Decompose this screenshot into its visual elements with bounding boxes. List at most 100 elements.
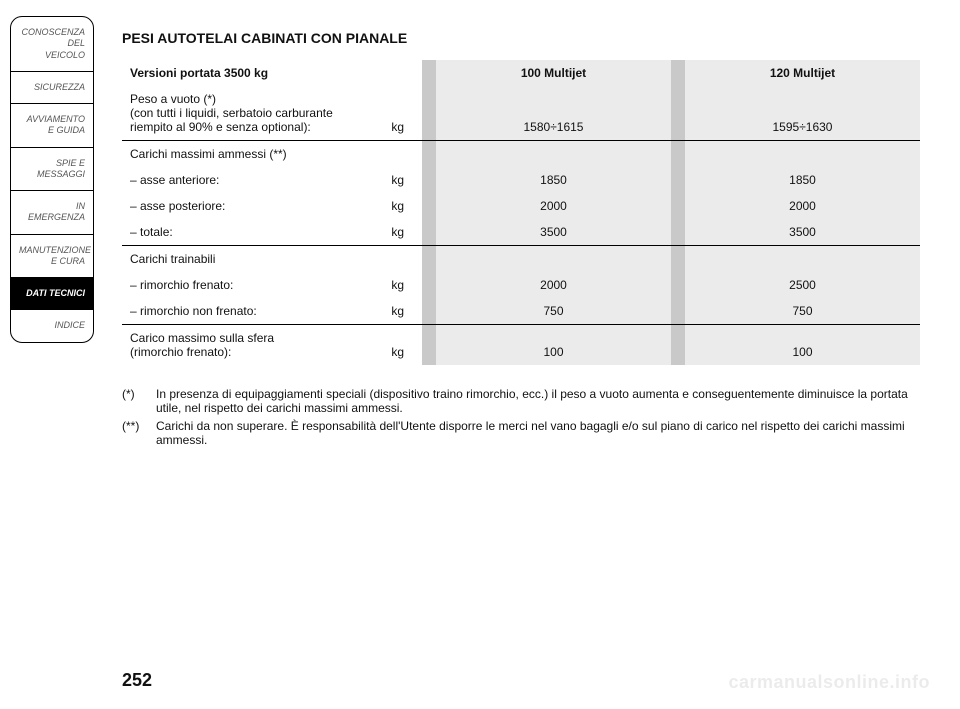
table-gap — [422, 193, 436, 219]
sidebar-item-6[interactable]: DATI TECNICI — [11, 277, 93, 309]
row-unit — [382, 141, 422, 168]
footnote-0: (*)In presenza di equipaggiamenti specia… — [122, 387, 920, 415]
row-label: – asse posteriore: — [122, 193, 382, 219]
table-gap — [671, 325, 685, 366]
row-unit: kg — [382, 193, 422, 219]
table-gap — [422, 60, 436, 86]
row-label: Peso a vuoto (*)(con tutti i liquidi, se… — [122, 86, 382, 141]
table-row: – asse posteriore:kg 2000 2000 — [122, 193, 920, 219]
table-gap — [671, 167, 685, 193]
row-label: – rimorchio frenato: — [122, 272, 382, 298]
row-value-0: 750 — [436, 298, 671, 325]
row-value-1: 1595÷1630 — [685, 86, 920, 141]
table-row-header: Versioni portata 3500 kg — [122, 60, 422, 86]
sidebar-item-label: VEICOLO — [19, 50, 85, 61]
table-row: – asse anteriore:kg 1850 1850 — [122, 167, 920, 193]
table-gap — [422, 246, 436, 273]
row-label: Carichi trainabili — [122, 246, 382, 273]
sidebar-item-2[interactable]: AVVIAMENTOE GUIDA — [11, 103, 93, 147]
table-gap — [671, 86, 685, 141]
row-value-1: 750 — [685, 298, 920, 325]
table-gap — [422, 325, 436, 366]
sidebar-item-4[interactable]: IN EMERGENZA — [11, 190, 93, 234]
spec-table: Versioni portata 3500 kg100 Multijet120 … — [122, 60, 920, 365]
table-col-header-1: 120 Multijet — [685, 60, 920, 86]
row-value-0: 100 — [436, 325, 671, 366]
table-gap — [671, 141, 685, 168]
table-gap — [671, 193, 685, 219]
row-label: – rimorchio non frenato: — [122, 298, 382, 325]
sidebar-item-label: E CURA — [19, 256, 85, 267]
table-gap — [422, 219, 436, 246]
table-row: Carichi trainabili — [122, 246, 920, 273]
row-value-0: 1580÷1615 — [436, 86, 671, 141]
table-gap — [671, 272, 685, 298]
table-gap — [422, 86, 436, 141]
footnote-text: Carichi da non superare. È responsabilit… — [156, 419, 920, 447]
row-value-1: 1850 — [685, 167, 920, 193]
footnote-1: (**)Carichi da non superare. È responsab… — [122, 419, 920, 447]
sidebar-item-label: IN EMERGENZA — [19, 201, 85, 224]
table-gap — [422, 272, 436, 298]
row-value-0 — [436, 141, 671, 168]
table-gap — [671, 219, 685, 246]
sidebar-item-label: MESSAGGI — [19, 169, 85, 180]
table-gap — [671, 60, 685, 86]
table-gap — [422, 141, 436, 168]
row-value-0: 2000 — [436, 193, 671, 219]
table-gap — [422, 298, 436, 325]
footnote-mark: (*) — [122, 387, 156, 415]
row-value-1 — [685, 141, 920, 168]
sidebar-item-label: CONOSCENZA — [19, 27, 85, 38]
sidebar-item-7[interactable]: INDICE — [11, 309, 93, 341]
sidebar-item-label: DATI TECNICI — [19, 288, 85, 299]
row-label: Carichi massimi ammessi (**) — [122, 141, 382, 168]
table-row: – totale:kg35003500 — [122, 219, 920, 246]
sidebar-item-label: SPIE E — [19, 158, 85, 169]
row-value-1 — [685, 246, 920, 273]
row-value-0: 3500 — [436, 219, 671, 246]
table-row: Peso a vuoto (*)(con tutti i liquidi, se… — [122, 86, 920, 141]
row-value-1: 2500 — [685, 272, 920, 298]
row-value-0: 2000 — [436, 272, 671, 298]
sidebar-item-label: E GUIDA — [19, 125, 85, 136]
footnote-text: In presenza di equipaggiamenti speciali … — [156, 387, 920, 415]
watermark: carmanualsonline.info — [728, 672, 930, 693]
page-main: PESI AUTOTELAI CABINATI CON PIANALE Vers… — [104, 0, 960, 709]
row-unit — [382, 246, 422, 273]
row-unit: kg — [382, 325, 422, 366]
row-label: Carico massimo sulla sfera(rimorchio fre… — [122, 325, 382, 366]
table-gap — [671, 246, 685, 273]
sidebar-item-label: DEL — [19, 38, 85, 49]
table-row: – rimorchio frenato:kg 2000 2500 — [122, 272, 920, 298]
row-value-1: 2000 — [685, 193, 920, 219]
row-value-1: 3500 — [685, 219, 920, 246]
page-number: 252 — [122, 670, 152, 691]
row-unit: kg — [382, 167, 422, 193]
sidebar-item-label: INDICE — [19, 320, 85, 331]
sidebar-item-3[interactable]: SPIE EMESSAGGI — [11, 147, 93, 191]
sidebar-item-0[interactable]: CONOSCENZADELVEICOLO — [11, 17, 93, 71]
sidebar-item-5[interactable]: MANUTENZIONEE CURA — [11, 234, 93, 278]
row-value-0 — [436, 246, 671, 273]
row-unit: kg — [382, 86, 422, 141]
row-unit: kg — [382, 298, 422, 325]
footnotes: (*)In presenza di equipaggiamenti specia… — [122, 387, 920, 447]
footnote-mark: (**) — [122, 419, 156, 447]
sidebar-item-label: SICUREZZA — [19, 82, 85, 93]
row-value-1: 100 — [685, 325, 920, 366]
table-gap — [422, 167, 436, 193]
page-title: PESI AUTOTELAI CABINATI CON PIANALE — [122, 30, 920, 46]
table-gap — [671, 298, 685, 325]
sidebar-item-1[interactable]: SICUREZZA — [11, 71, 93, 103]
row-value-0: 1850 — [436, 167, 671, 193]
row-unit: kg — [382, 272, 422, 298]
row-label: – asse anteriore: — [122, 167, 382, 193]
sidebar-item-label: MANUTENZIONE — [19, 245, 85, 256]
sidebar-block: CONOSCENZADELVEICOLOSICUREZZAAVVIAMENTOE… — [10, 16, 94, 343]
sidebar-nav: CONOSCENZADELVEICOLOSICUREZZAAVVIAMENTOE… — [0, 0, 104, 709]
sidebar-item-label: AVVIAMENTO — [19, 114, 85, 125]
row-label: – totale: — [122, 219, 382, 246]
table-row: – rimorchio non frenato:kg 750 750 — [122, 298, 920, 325]
table-row: Carico massimo sulla sfera(rimorchio fre… — [122, 325, 920, 366]
